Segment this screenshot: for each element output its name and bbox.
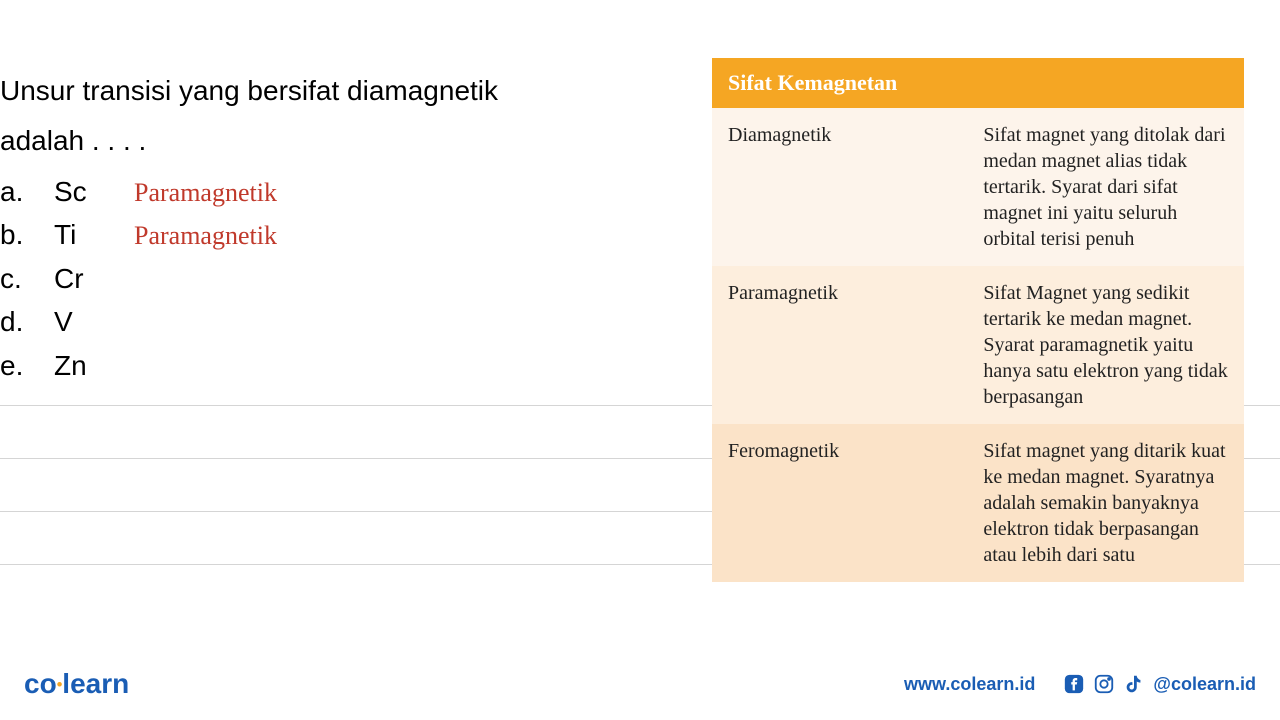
question-line-2: adalah . . . . [0, 120, 680, 162]
logo-co: co [24, 668, 57, 699]
option-element: Zn [54, 344, 134, 387]
table-row: Paramagnetik Sifat Magnet yang sedikit t… [712, 266, 1244, 424]
option-d: d. V [0, 300, 680, 343]
table-header-desc [967, 58, 1244, 108]
option-letter: e. [0, 344, 54, 387]
options-list: a. Sc Paramagnetik b. Ti Paramagnetik c.… [0, 170, 680, 387]
question-line-1: Unsur transisi yang bersifat diamagnetik [0, 70, 680, 112]
option-letter: c. [0, 257, 54, 300]
option-element: Cr [54, 257, 134, 300]
question-section: Unsur transisi yang bersifat diamagnetik… [0, 70, 680, 387]
option-b: b. Ti Paramagnetik [0, 213, 680, 256]
colearn-logo: co•learn [24, 668, 129, 700]
table-term: Diamagnetik [712, 108, 967, 266]
facebook-icon[interactable] [1063, 673, 1085, 695]
option-element: V [54, 300, 134, 343]
logo-learn: learn [62, 668, 129, 699]
table-description: Sifat magnet yang ditolak dari medan mag… [967, 108, 1244, 266]
table-row: Feromagnetik Sifat magnet yang ditarik k… [712, 424, 1244, 582]
option-element: Ti [54, 213, 134, 256]
content-area: Unsur transisi yang bersifat diamagnetik… [0, 0, 1280, 640]
table-term: Feromagnetik [712, 424, 967, 582]
social-section: @colearn.id [1063, 673, 1256, 695]
option-element: Sc [54, 170, 134, 213]
option-c: c. Cr [0, 257, 680, 300]
tiktok-icon[interactable] [1123, 673, 1145, 695]
option-annotation: Paramagnetik [134, 216, 277, 256]
option-e: e. Zn [0, 344, 680, 387]
table-row: Diamagnetik Sifat magnet yang ditolak da… [712, 108, 1244, 266]
magnet-table-section: Sifat Kemagnetan Diamagnetik Sifat magne… [712, 58, 1244, 582]
instagram-icon[interactable] [1093, 673, 1115, 695]
magnet-table: Sifat Kemagnetan Diamagnetik Sifat magne… [712, 58, 1244, 582]
option-letter: b. [0, 213, 54, 256]
social-handle: @colearn.id [1153, 674, 1256, 695]
option-letter: a. [0, 170, 54, 213]
table-description: Sifat magnet yang ditarik kuat ke medan … [967, 424, 1244, 582]
option-annotation: Paramagnetik [134, 173, 277, 213]
table-header-term: Sifat Kemagnetan [712, 58, 967, 108]
table-description: Sifat Magnet yang sedikit tertarik ke me… [967, 266, 1244, 424]
footer-right: www.colearn.id @colearn.id [904, 673, 1256, 695]
table-header-row: Sifat Kemagnetan [712, 58, 1244, 108]
footer: co•learn www.colearn.id @colearn.id [0, 648, 1280, 720]
footer-url[interactable]: www.colearn.id [904, 674, 1035, 695]
table-term: Paramagnetik [712, 266, 967, 424]
option-letter: d. [0, 300, 54, 343]
option-a: a. Sc Paramagnetik [0, 170, 680, 213]
